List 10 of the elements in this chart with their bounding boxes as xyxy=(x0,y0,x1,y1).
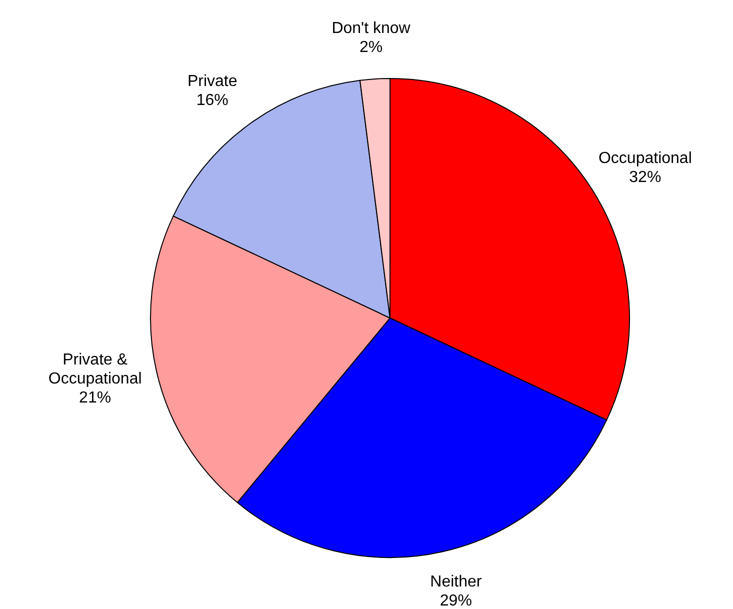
slice-label: Occupational xyxy=(598,150,692,167)
slice-label: Neither xyxy=(430,573,482,590)
data-label: 29% xyxy=(440,592,472,609)
data-label: 32% xyxy=(629,168,662,186)
data-label: 21% xyxy=(79,390,112,407)
data-label: 16% xyxy=(196,92,228,110)
slice-label: Don't know xyxy=(332,20,411,38)
slice-label: Private xyxy=(187,73,238,90)
data-label: 2% xyxy=(359,39,383,56)
slice-label: Private & Occupational xyxy=(48,352,142,388)
